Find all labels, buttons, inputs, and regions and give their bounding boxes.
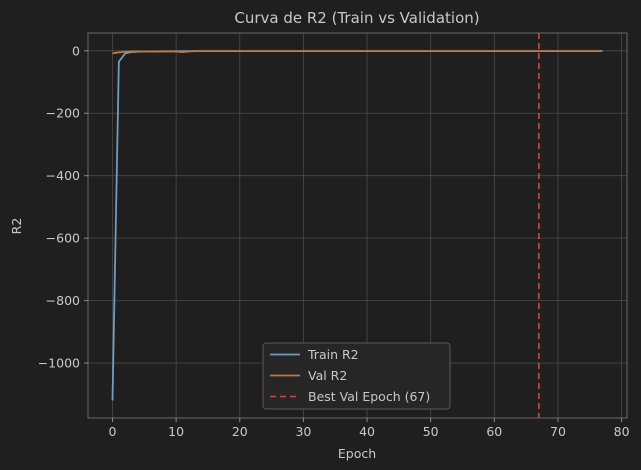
y-tick-label: −800 xyxy=(46,293,80,308)
y-tick-label: −600 xyxy=(46,231,80,246)
val-r2-line xyxy=(112,50,603,55)
legend-best-label: Best Val Epoch (67) xyxy=(308,389,430,404)
chart-title: Curva de R2 (Train vs Validation) xyxy=(234,9,479,27)
y-axis-label: R2 xyxy=(9,218,24,235)
legend-box xyxy=(262,342,451,410)
legend: Train R2 Val R2 Best Val Epoch (67) xyxy=(262,342,451,410)
x-axis-ticks: 0 10 20 30 40 50 60 70 80 xyxy=(109,418,630,439)
x-tick-label: 30 xyxy=(295,424,311,439)
y-tick-label: −400 xyxy=(46,168,80,183)
x-tick-label: 40 xyxy=(359,424,375,439)
x-tick-label: 10 xyxy=(168,424,184,439)
x-tick-label: 20 xyxy=(232,424,248,439)
x-tick-label: 80 xyxy=(614,424,630,439)
x-tick-label: 70 xyxy=(550,424,566,439)
x-tick-label: 0 xyxy=(109,424,117,439)
y-tick-label: −200 xyxy=(46,106,80,121)
x-tick-label: 60 xyxy=(486,424,502,439)
y-axis-ticks: 0 −200 −400 −600 −800 −1000 xyxy=(38,43,88,371)
plot-frame xyxy=(87,32,628,419)
y-tick-label: 0 xyxy=(72,43,80,58)
series-layer xyxy=(111,50,603,401)
x-tick-label: 50 xyxy=(423,424,439,439)
legend-val-label: Val R2 xyxy=(308,368,347,383)
x-axis-label: Epoch xyxy=(338,446,376,461)
legend-train-label: Train R2 xyxy=(307,347,359,362)
grid xyxy=(88,33,627,418)
y-tick-label: −1000 xyxy=(38,356,80,371)
